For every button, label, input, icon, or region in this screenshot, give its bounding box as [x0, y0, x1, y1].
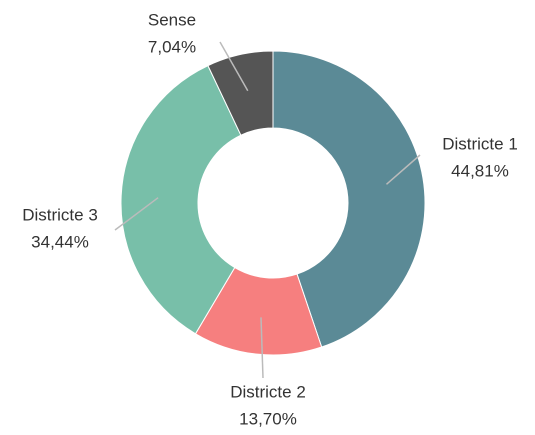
slice-category-label: Districte 2	[230, 382, 306, 401]
slice-category-label: Sense	[148, 10, 196, 29]
leader-line	[219, 41, 249, 92]
donut-slice	[120, 64, 242, 335]
slice-category-label: Districte 3	[22, 205, 98, 224]
slice-value-label: 13,70%	[239, 409, 297, 428]
slice-value-label: 34,44%	[31, 232, 89, 251]
slice-value-label: 44,81%	[451, 161, 509, 180]
leader-line	[385, 154, 421, 185]
donut-slice	[207, 50, 274, 136]
slice-value-label: 7,04%	[148, 37, 196, 56]
slice-category-label: Districte 1	[442, 134, 518, 153]
leader-line	[260, 317, 264, 379]
leader-line	[114, 197, 159, 231]
donut-slice	[272, 50, 426, 348]
